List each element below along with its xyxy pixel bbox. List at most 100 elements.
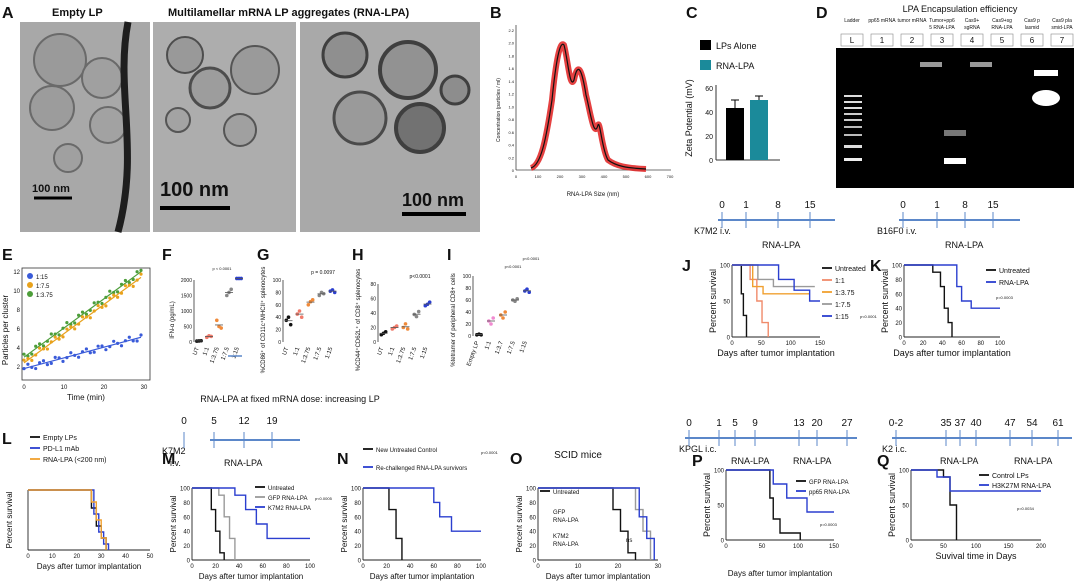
panel-letter-k: K bbox=[870, 258, 882, 275]
o-legend-k7m2-2: RNA-LPA bbox=[553, 542, 579, 548]
panel-a: A Empty LP Multilamellar mRNA LP aggrega… bbox=[0, 0, 480, 240]
xcat-label: 1:1 bbox=[388, 346, 397, 357]
q-pval: p=0.0034 bbox=[1017, 506, 1035, 511]
d-lane-box bbox=[870, 33, 894, 47]
legend-label: Untreated bbox=[268, 486, 294, 492]
xtick: 0 bbox=[730, 341, 734, 347]
ytick: 0 bbox=[373, 340, 376, 346]
b-ytick: 1.0 bbox=[508, 104, 514, 109]
micrograph-rna-lpa-2: 100 nm bbox=[300, 22, 480, 232]
xtick: 50 bbox=[940, 544, 947, 550]
e-xtick: 20 bbox=[101, 385, 108, 391]
panel-letter-p: P bbox=[692, 453, 703, 470]
xtick: 10 bbox=[49, 554, 56, 560]
ytick: 20 bbox=[529, 544, 536, 550]
legend-label: 1:15 bbox=[835, 314, 849, 321]
panel-p: P 100 50 0 0 50 100 150 Percent survival GFP RNA… bbox=[690, 448, 865, 585]
xtick: 40 bbox=[939, 341, 946, 347]
dot bbox=[401, 325, 406, 330]
ytick: 80 bbox=[183, 501, 190, 507]
e-data-point bbox=[96, 303, 100, 308]
sched-k2-label: K2 i.c. bbox=[882, 444, 907, 454]
panel-o: O 100 80 60 40 20 0 0 10 20 30 Percent survival Day… bbox=[508, 440, 678, 585]
schedule-day: 19 bbox=[266, 416, 278, 427]
panel-letter-j: J bbox=[682, 258, 691, 275]
panel-letter-d: D bbox=[816, 5, 828, 22]
f-pval: p < 0.0001 bbox=[212, 266, 232, 271]
ytick: 20 bbox=[465, 322, 471, 328]
legend-label: GFP RNA-LPA bbox=[809, 480, 848, 486]
ytick: 1500 bbox=[181, 294, 192, 300]
d-lane-label: Cas9+sg bbox=[992, 18, 1012, 24]
xtick: 100 bbox=[971, 544, 982, 550]
xcat-label: 1:3.75 bbox=[301, 346, 313, 364]
ytick: 40 bbox=[895, 307, 902, 313]
survival-curve bbox=[911, 469, 1041, 492]
ytick: 80 bbox=[895, 278, 902, 284]
scale-bar-1: 100 nm bbox=[32, 183, 70, 195]
xcat-label: 1:7.5 bbox=[221, 346, 231, 361]
e-data-point bbox=[116, 290, 120, 294]
d-gel-image bbox=[836, 48, 1074, 188]
xtick: 150 bbox=[1003, 544, 1014, 550]
e-data-point bbox=[100, 301, 104, 306]
dot bbox=[219, 326, 223, 330]
schedule-day: 15 bbox=[987, 200, 999, 211]
xtick: 0 bbox=[361, 564, 365, 570]
xtick: 100 bbox=[305, 564, 316, 570]
ytick: 60 bbox=[354, 515, 361, 521]
panel-letter-c: C bbox=[686, 5, 698, 22]
schedule-day: 54 bbox=[1026, 418, 1038, 429]
legend-label: pp65 RNA-LPA bbox=[809, 490, 850, 496]
d-lane-box bbox=[960, 33, 984, 47]
ytick: 100 bbox=[180, 487, 191, 493]
d-lane-box bbox=[1050, 33, 1074, 47]
xcat-label: 1:1 bbox=[202, 346, 211, 357]
legend-label: New Untreated Control bbox=[376, 448, 437, 454]
schedule-day: 27 bbox=[841, 418, 853, 429]
d-lane-label: Cas9 p bbox=[1024, 18, 1040, 24]
c-ylabel: Zeta Potential (mV) bbox=[684, 79, 694, 157]
b-xtick: 300 bbox=[579, 174, 586, 179]
e-data-point bbox=[88, 351, 92, 355]
panel-a-title-multi: Multilamellar mRNA LP aggregates (RNA-LP… bbox=[168, 7, 410, 19]
xtick: 0 bbox=[909, 544, 913, 550]
survival-curve bbox=[192, 487, 225, 560]
c-ytick: 0 bbox=[709, 158, 713, 165]
xlabel: Days after tumor implantation bbox=[893, 348, 1011, 358]
xtick: 20 bbox=[615, 564, 622, 570]
e-data-point bbox=[26, 362, 30, 366]
d-lane-number: 1 bbox=[880, 36, 885, 45]
g-pval: p = 0.0097 bbox=[311, 270, 335, 276]
panel-letter-f: F bbox=[162, 247, 172, 264]
xcat-label: 1:1 bbox=[293, 346, 302, 357]
dot bbox=[427, 300, 432, 304]
survival-curve bbox=[538, 487, 655, 560]
dot bbox=[297, 309, 302, 313]
e-data-point bbox=[100, 344, 104, 348]
e-legend-label: 1:15 bbox=[36, 275, 48, 281]
dot bbox=[416, 309, 421, 314]
e-data-point bbox=[69, 351, 73, 355]
schedule-day: 20 bbox=[811, 418, 823, 429]
xcat-label: 1:15 bbox=[325, 346, 335, 360]
ytick: 60 bbox=[465, 298, 471, 304]
xtick: 10 bbox=[575, 564, 582, 570]
schedule-day: 40 bbox=[970, 418, 982, 429]
xtick: 200 bbox=[1036, 544, 1047, 550]
sched-k2-rna1: RNA-LPA bbox=[940, 456, 978, 466]
b-ytick: 2.2 bbox=[508, 28, 514, 33]
panel-g: G %CD86⁺ of CD11c⁺MHCII⁺ splenocytes 100… bbox=[255, 240, 350, 380]
o-ns: ns bbox=[626, 538, 632, 544]
d-lane-box bbox=[1020, 33, 1044, 47]
b-ytick: 1.8 bbox=[508, 53, 514, 58]
e-data-point bbox=[73, 321, 77, 325]
e-data-point bbox=[34, 344, 38, 348]
xtick: 40 bbox=[236, 564, 243, 570]
e-data-point bbox=[30, 358, 34, 362]
e-data-point bbox=[127, 280, 131, 285]
panel-letter-m: M bbox=[162, 451, 175, 468]
ytick: 80 bbox=[275, 290, 281, 296]
b-xtick: 200 bbox=[557, 174, 564, 179]
n-pval: p<0.0001 bbox=[481, 450, 499, 455]
